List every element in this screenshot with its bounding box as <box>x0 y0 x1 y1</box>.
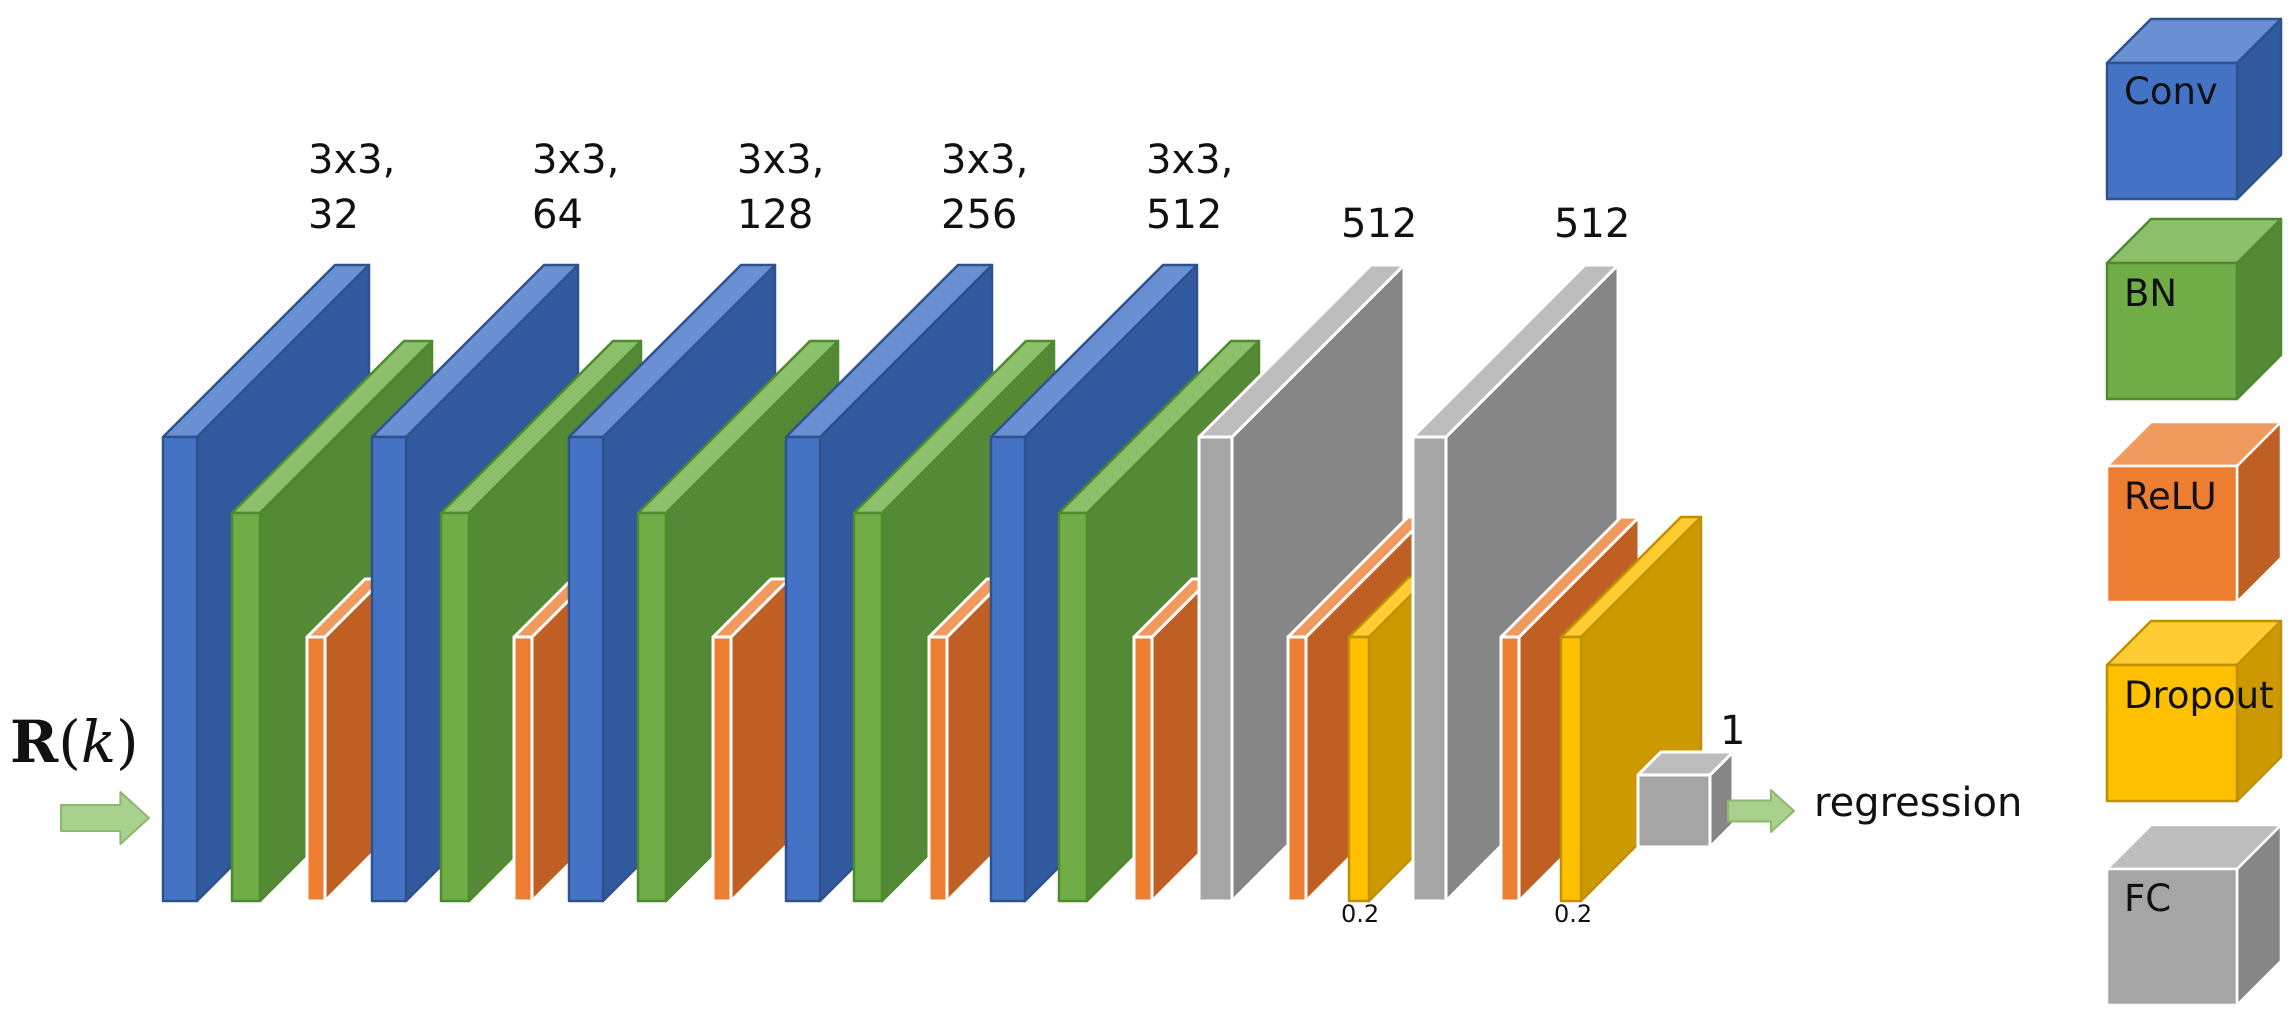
legend-conv-icon <box>2105 17 2283 201</box>
output-arrow <box>1727 789 1795 833</box>
legend-bn-label: BN <box>2124 272 2178 315</box>
fc2-units-label: 512 <box>1554 201 1631 247</box>
conv2-kernel-label: 3x3, <box>532 137 620 183</box>
conv3-kernel-label: 3x3, <box>737 137 825 183</box>
conv3-filters-label: 128 <box>737 192 814 238</box>
legend-relu-icon <box>2105 420 2283 604</box>
input-variable: k <box>80 708 116 776</box>
relu-layer-3 <box>711 577 791 903</box>
conv1-kernel-label: 3x3, <box>308 137 396 183</box>
conv4-kernel-label: 3x3, <box>941 137 1029 183</box>
relu-layer-5 <box>1132 577 1212 903</box>
relu-layer-1 <box>305 577 385 903</box>
dropout2-rate-label: 0.2 <box>1554 900 1593 928</box>
input-arrow <box>60 791 150 845</box>
conv5-filters-label: 512 <box>1146 192 1223 238</box>
output-fc-cube <box>1636 750 1735 849</box>
output-units-label: 1 <box>1720 708 1746 754</box>
legend-dropout-icon <box>2105 619 2283 803</box>
conv1-filters-label: 32 <box>308 192 359 238</box>
legend-dropout-label: Dropout <box>2124 674 2274 717</box>
legend-fc-label: FC <box>2124 877 2172 920</box>
fc-layer-2 <box>1411 263 1620 903</box>
legend-fc-icon <box>2105 823 2283 1007</box>
legend-relu-label: ReLU <box>2124 475 2217 518</box>
conv4-filters-label: 256 <box>941 192 1018 238</box>
conv5-kernel-label: 3x3, <box>1146 137 1234 183</box>
output-label: regression <box>1814 780 2023 826</box>
legend-bn-icon <box>2105 217 2283 401</box>
legend-conv-label: Conv <box>2124 70 2218 113</box>
dropout1-rate-label: 0.2 <box>1341 900 1380 928</box>
fc1-units-label: 512 <box>1341 201 1418 247</box>
conv2-filters-label: 64 <box>532 192 583 238</box>
input-symbol: R <box>10 708 59 776</box>
input-label: R(k) <box>10 708 139 776</box>
